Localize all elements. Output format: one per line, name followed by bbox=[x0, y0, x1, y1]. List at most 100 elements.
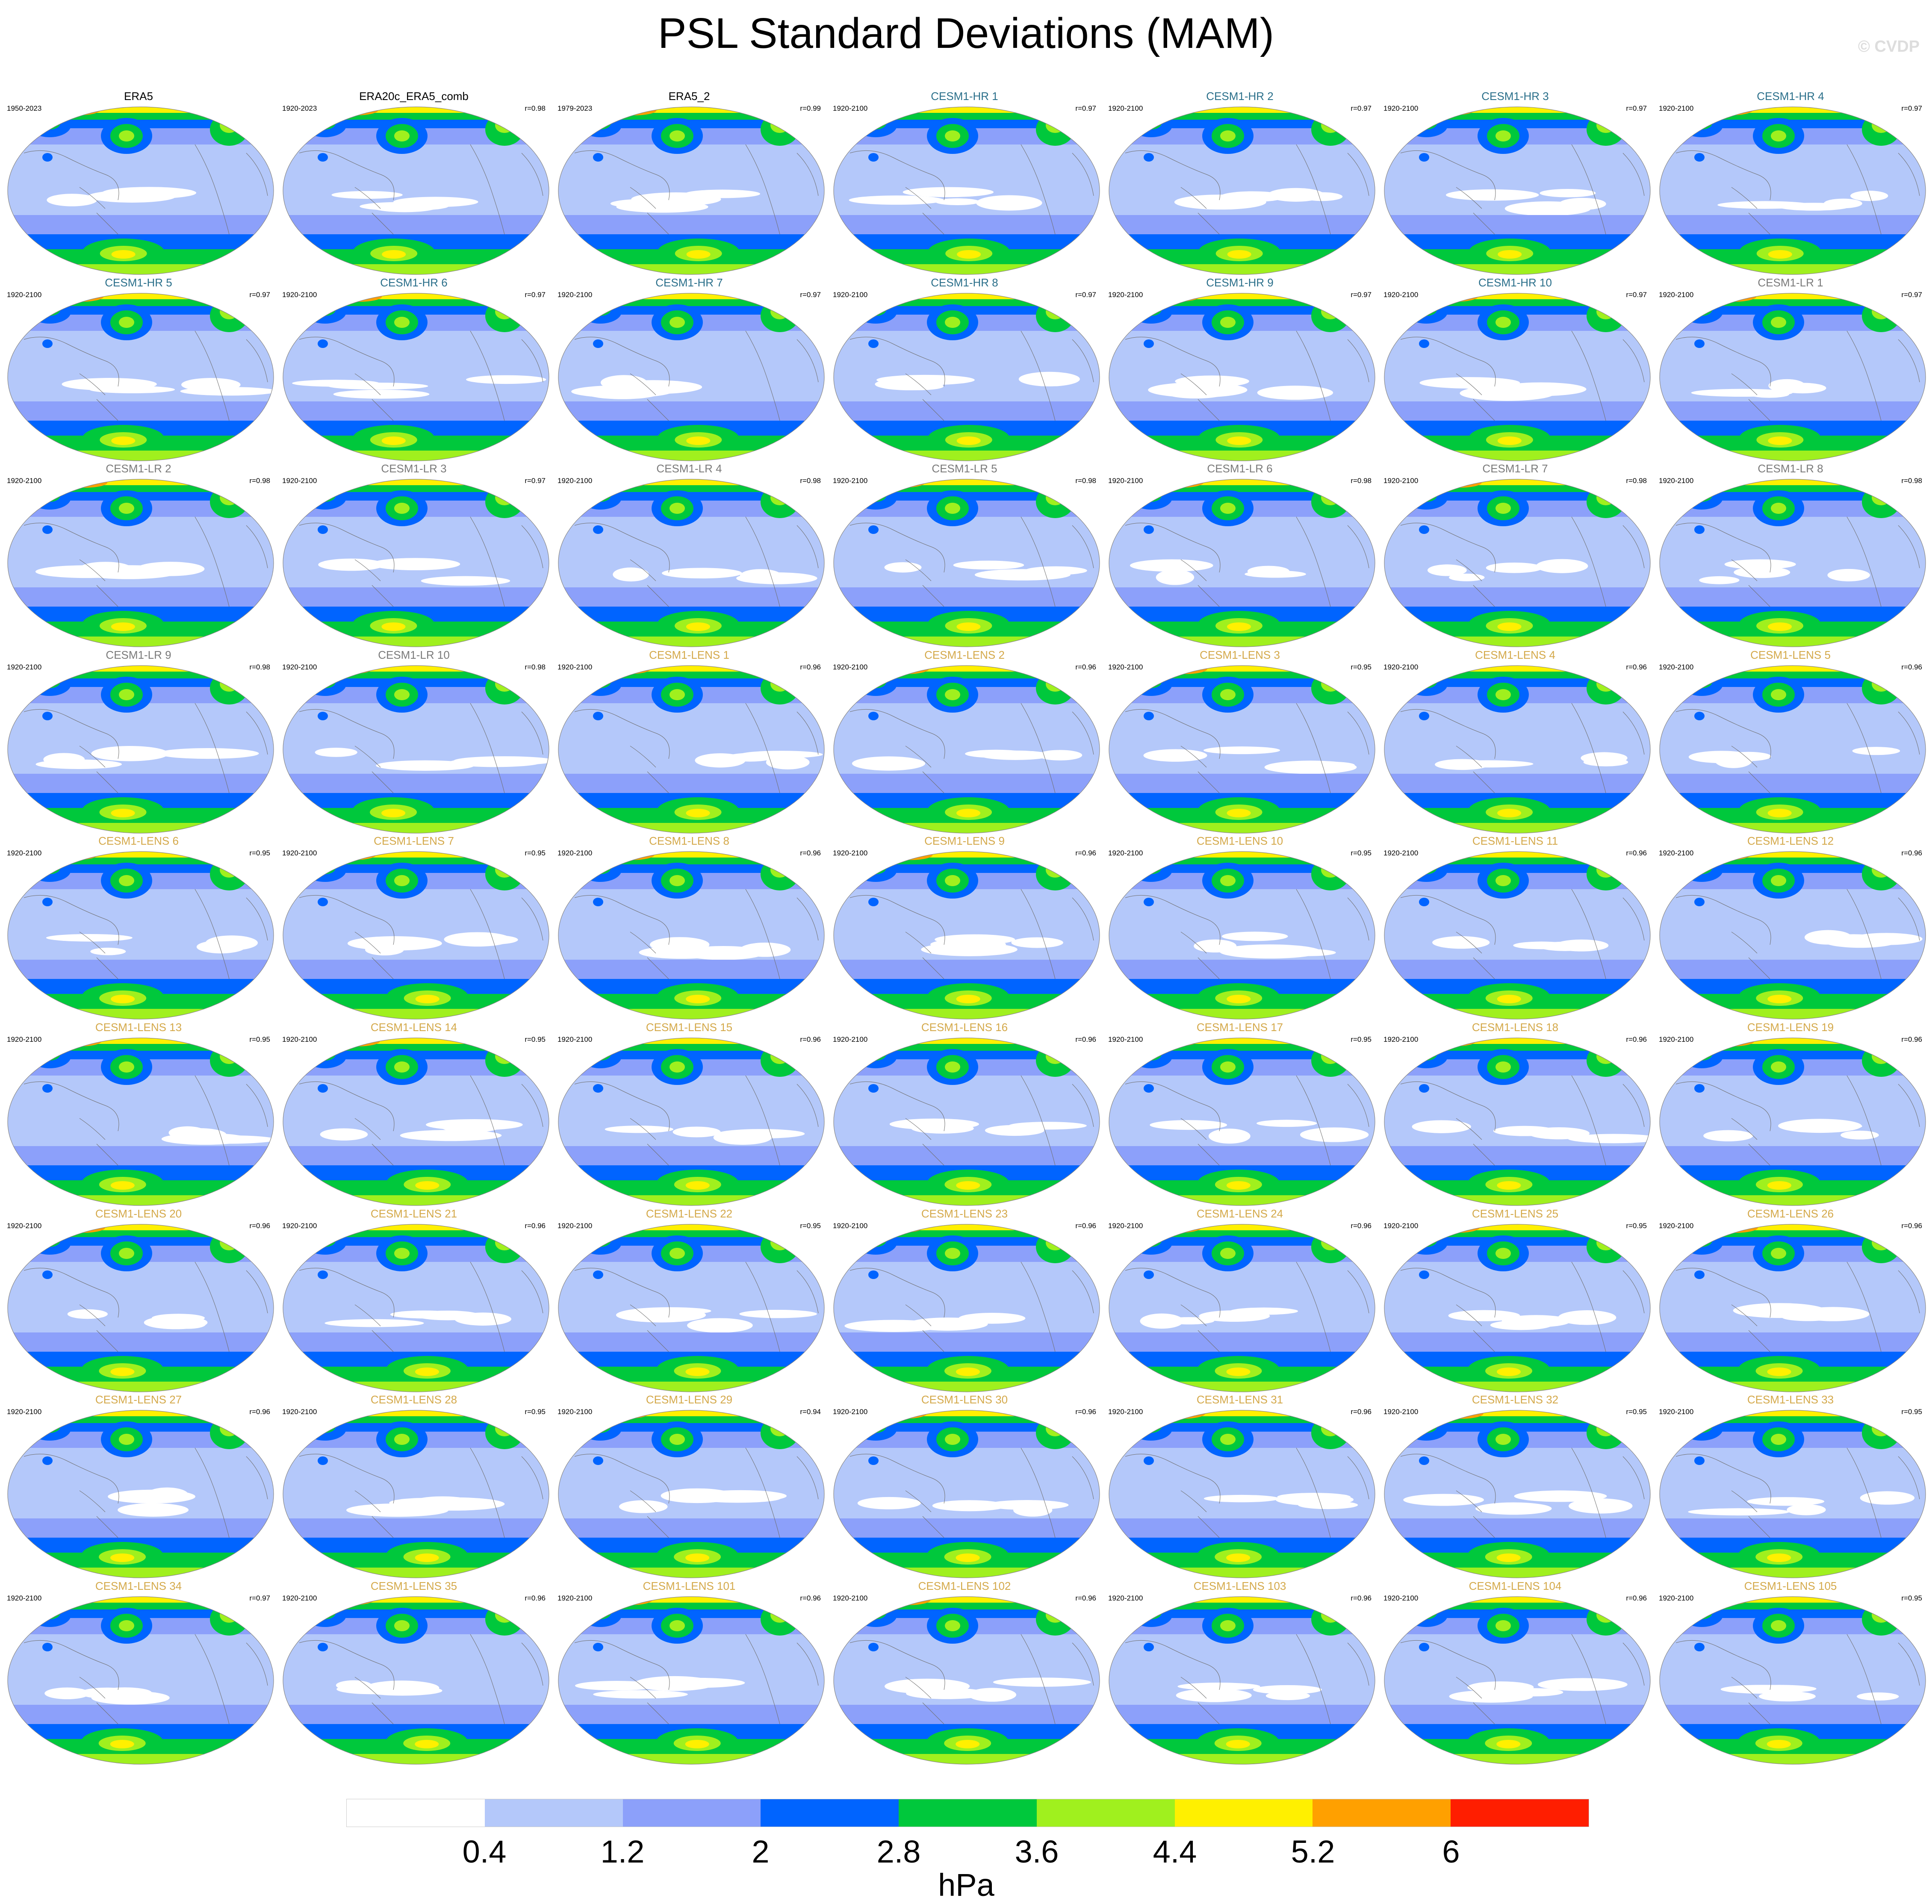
panel-years: 1920-2100 bbox=[557, 1408, 593, 1416]
panel-years: 1920-2100 bbox=[1659, 104, 1694, 112]
panel-title: CESM1-LR 9 bbox=[106, 648, 171, 661]
panel-years: 1920-2100 bbox=[557, 477, 593, 485]
panel-title: CESM1-LENS 7 bbox=[374, 834, 454, 848]
panel-years: 1920-2100 bbox=[833, 290, 868, 299]
map-panel: CESM1-HR 3 1920-2100 r=0.97 bbox=[1378, 90, 1652, 276]
psl-std-map bbox=[1109, 1596, 1375, 1765]
panel-pattern-correlation: r=0.97 bbox=[525, 477, 546, 485]
psl-std-map bbox=[1659, 1410, 1926, 1578]
panel-years: 1920-2100 bbox=[282, 1594, 317, 1602]
panel-title: CESM1-LENS 22 bbox=[646, 1207, 733, 1220]
panel-pattern-correlation: r=0.95 bbox=[525, 1035, 546, 1043]
psl-std-map bbox=[558, 851, 825, 1020]
panel-years: 1920-2100 bbox=[833, 1408, 868, 1416]
panel-pattern-correlation: r=0.95 bbox=[1901, 1408, 1922, 1416]
panel-years: 1920-2100 bbox=[1108, 1594, 1143, 1602]
map-panel: CESM1-HR 2 1920-2100 r=0.97 bbox=[1103, 90, 1377, 276]
panel-pattern-correlation: r=0.96 bbox=[1901, 1035, 1922, 1043]
panel-years: 1920-2100 bbox=[1108, 663, 1143, 671]
psl-std-map bbox=[833, 851, 1100, 1020]
panel-years: 1920-2100 bbox=[557, 1594, 593, 1602]
panel-years: 1920-2100 bbox=[1108, 1408, 1143, 1416]
colorbar-segment bbox=[1174, 1799, 1313, 1827]
panel-years: 1920-2100 bbox=[1383, 104, 1419, 112]
panel-pattern-correlation: r=0.98 bbox=[1351, 477, 1372, 485]
psl-std-map bbox=[833, 1223, 1100, 1392]
panel-pattern-correlation: r=0.98 bbox=[525, 663, 546, 671]
panel-years: 1920-2100 bbox=[7, 849, 42, 858]
map-panel: CESM1-LENS 19 1920-2100 r=0.96 bbox=[1654, 1021, 1927, 1207]
psl-std-map bbox=[7, 479, 274, 647]
psl-std-map bbox=[1659, 1596, 1926, 1765]
panel-title: CESM1-LR 7 bbox=[1482, 462, 1548, 475]
panel-title: CESM1-LENS 20 bbox=[95, 1207, 182, 1220]
colorbar-tick-label: 4.4 bbox=[1153, 1834, 1197, 1869]
map-panel: CESM1-HR 4 1920-2100 r=0.97 bbox=[1654, 90, 1927, 276]
map-panel: CESM1-LR 1 1920-2100 r=0.97 bbox=[1654, 276, 1927, 463]
map-panel: CESM1-LENS 26 1920-2100 r=0.96 bbox=[1654, 1207, 1927, 1394]
cvdp-watermark: © CVDP bbox=[1858, 38, 1920, 56]
map-panel: CESM1-LENS 22 1920-2100 r=0.95 bbox=[552, 1207, 826, 1394]
panel-pattern-correlation: r=0.96 bbox=[1075, 1035, 1096, 1043]
psl-std-map bbox=[283, 1410, 549, 1578]
panel-pattern-correlation: r=0.96 bbox=[1075, 849, 1096, 858]
map-panel: CESM1-HR 5 1920-2100 r=0.97 bbox=[2, 276, 275, 463]
panel-title: CESM1-HR 7 bbox=[655, 276, 723, 289]
map-panel: ERA5_2 1979-2023 r=0.99 bbox=[552, 90, 826, 276]
map-panel: CESM1-LENS 34 1920-2100 r=0.97 bbox=[2, 1580, 275, 1766]
panel-years: 1920-2100 bbox=[1383, 1035, 1419, 1043]
panel-years: 1920-2100 bbox=[7, 1221, 42, 1230]
map-panel: CESM1-LENS 20 1920-2100 r=0.96 bbox=[2, 1207, 275, 1394]
panel-title: CESM1-LENS 12 bbox=[1747, 834, 1834, 848]
panel-years: 1920-2100 bbox=[833, 1035, 868, 1043]
panel-years: 1920-2100 bbox=[557, 849, 593, 858]
panel-pattern-correlation: r=0.97 bbox=[525, 290, 546, 299]
panel-pattern-correlation: r=0.97 bbox=[1075, 104, 1096, 112]
panel-years: 1920-2100 bbox=[282, 477, 317, 485]
panel-title: CESM1-LENS 31 bbox=[1196, 1393, 1283, 1406]
panel-title: CESM1-LENS 14 bbox=[370, 1021, 457, 1034]
panel-years: 1920-2100 bbox=[282, 1221, 317, 1230]
panel-pattern-correlation: r=0.96 bbox=[1626, 663, 1647, 671]
panel-years: 1920-2100 bbox=[1659, 1035, 1694, 1043]
map-panel: CESM1-LENS 17 1920-2100 r=0.95 bbox=[1103, 1021, 1377, 1207]
psl-std-map bbox=[1659, 292, 1926, 461]
panel-years: 1920-2100 bbox=[557, 663, 593, 671]
psl-std-map bbox=[7, 1037, 274, 1206]
panel-title: CESM1-LR 8 bbox=[1758, 462, 1823, 475]
panel-title: CESM1-HR 6 bbox=[380, 276, 448, 289]
panel-years: 1920-2100 bbox=[282, 663, 317, 671]
panel-pattern-correlation: r=0.96 bbox=[249, 1221, 270, 1230]
colorbar-tick-label: 5.2 bbox=[1291, 1834, 1335, 1869]
panel-years: 1920-2100 bbox=[7, 1035, 42, 1043]
psl-std-map bbox=[833, 106, 1100, 275]
psl-std-map bbox=[833, 292, 1100, 461]
map-panel: CESM1-LR 2 1920-2100 r=0.98 bbox=[2, 462, 275, 648]
map-panel: CESM1-LENS 21 1920-2100 r=0.96 bbox=[277, 1207, 551, 1394]
psl-std-map bbox=[1384, 1223, 1651, 1392]
map-panel: CESM1-LENS 35 1920-2100 r=0.96 bbox=[277, 1580, 551, 1766]
map-panel: CESM1-LR 8 1920-2100 r=0.98 bbox=[1654, 462, 1927, 648]
map-panel: ERA5 1950-2023 bbox=[2, 90, 275, 276]
panel-pattern-correlation: r=0.97 bbox=[1901, 104, 1922, 112]
map-panel: CESM1-LENS 32 1920-2100 r=0.95 bbox=[1378, 1393, 1652, 1580]
panel-years: 1920-2100 bbox=[833, 1221, 868, 1230]
panel-pattern-correlation: r=0.97 bbox=[1075, 290, 1096, 299]
panel-pattern-correlation: r=0.96 bbox=[1626, 849, 1647, 858]
panel-years: 1920-2100 bbox=[1108, 104, 1143, 112]
panel-years: 1950-2023 bbox=[7, 104, 42, 112]
panel-pattern-correlation: r=0.98 bbox=[249, 663, 270, 671]
panel-pattern-correlation: r=0.96 bbox=[1901, 1221, 1922, 1230]
map-panel: CESM1-LENS 4 1920-2100 r=0.96 bbox=[1378, 648, 1652, 835]
panel-pattern-correlation: r=0.96 bbox=[1351, 1594, 1372, 1602]
panel-pattern-correlation: r=0.96 bbox=[1901, 849, 1922, 858]
psl-std-map bbox=[1384, 479, 1651, 647]
colorbar-segment bbox=[1451, 1799, 1589, 1827]
panel-pattern-correlation: r=0.95 bbox=[525, 849, 546, 858]
panel-title: CESM1-LENS 32 bbox=[1472, 1393, 1559, 1406]
map-panel: CESM1-LENS 9 1920-2100 r=0.96 bbox=[828, 834, 1101, 1021]
panel-pattern-correlation: r=0.98 bbox=[1901, 477, 1922, 485]
panel-years: 1920-2100 bbox=[282, 1408, 317, 1416]
panel-pattern-correlation: r=0.96 bbox=[1626, 1035, 1647, 1043]
panel-pattern-correlation: r=0.98 bbox=[800, 477, 821, 485]
